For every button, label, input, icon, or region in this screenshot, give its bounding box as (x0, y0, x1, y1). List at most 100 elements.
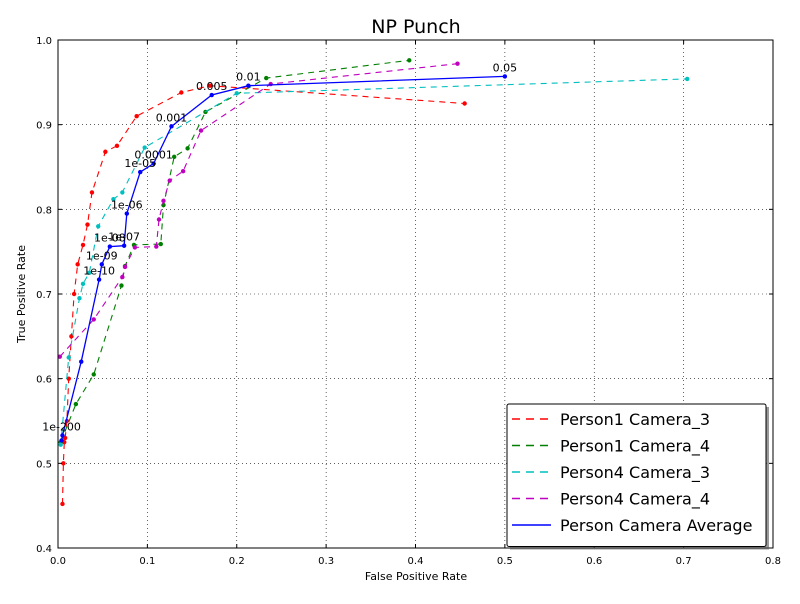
point-annotation: 0.0001 (134, 149, 173, 162)
x-tick-label: 0.1 (139, 556, 155, 567)
data-point (85, 222, 90, 227)
data-point (103, 149, 108, 154)
data-point (66, 376, 71, 381)
data-point (234, 91, 239, 96)
grid-lines (58, 40, 773, 548)
data-point (59, 438, 64, 443)
data-point (156, 217, 162, 222)
point-annotation: 1e-200 (42, 420, 81, 433)
data-point (207, 83, 213, 88)
chart-title: NP Punch (371, 16, 460, 38)
data-point (154, 244, 159, 249)
legend-label: Person4 Camera_4 (560, 490, 710, 510)
data-point (171, 154, 177, 160)
point-annotation: 1e-07 (108, 231, 140, 244)
annotation-layer: 1e-2001e-101e-091e-081e-071e-061e-050.00… (42, 61, 517, 433)
series-layer (57, 58, 690, 507)
legend-box (506, 403, 767, 547)
data-point (120, 190, 125, 195)
x-axis-label: False Positive Rate (365, 570, 467, 583)
x-tick-label: 0.2 (229, 556, 245, 567)
axis-ticks: 0.0 0.1 0.2 0.3 0.4 0.5 0.6 0.7 0.8 0.4 0.5 0.6 0.7 0… (36, 36, 781, 567)
legend-label: Person4 Camera_3 (560, 463, 710, 483)
data-point (60, 501, 65, 507)
y-tick-label: 0.4 (36, 544, 52, 555)
series-1 (58, 58, 412, 445)
data-point (151, 161, 156, 166)
data-point (209, 92, 214, 98)
x-tick-label: 0.5 (497, 556, 513, 567)
data-point (246, 83, 251, 88)
y-tick-label: 0.8 (36, 205, 52, 216)
data-point (502, 74, 508, 79)
data-point (111, 196, 116, 202)
x-tick-label: 0.7 (676, 556, 692, 567)
y-axis-label: True Positive Rate (15, 245, 28, 344)
data-point (138, 169, 143, 175)
data-point (407, 58, 412, 63)
data-point (71, 291, 77, 297)
data-point (198, 128, 204, 133)
data-point (75, 262, 80, 267)
data-point (73, 401, 79, 407)
x-tick-label: 0.8 (765, 556, 781, 567)
legend-label: Person1 Camera_4 (560, 437, 710, 457)
point-annotation: 1e-08 (94, 232, 126, 245)
data-point (96, 277, 102, 282)
data-point (132, 245, 138, 250)
data-point (79, 359, 84, 364)
data-point (122, 264, 128, 270)
point-annotation: 0.001 (156, 111, 188, 124)
data-point (142, 145, 147, 150)
series-2 (58, 76, 690, 447)
data-point (685, 76, 690, 82)
x-tick-label: 0.0 (50, 556, 66, 567)
series-4 (59, 74, 508, 443)
data-point (167, 178, 172, 183)
data-point (58, 442, 63, 447)
series-3 (57, 61, 460, 359)
data-point (169, 124, 174, 129)
point-annotation: 0.05 (493, 61, 518, 74)
data-point (119, 283, 124, 288)
data-point (80, 281, 86, 287)
data-point (80, 242, 86, 248)
data-point (91, 372, 96, 377)
data-point (91, 317, 96, 322)
data-point (66, 355, 71, 360)
data-point (96, 224, 101, 229)
data-point (114, 143, 120, 149)
data-point (89, 190, 95, 195)
data-point (455, 61, 460, 66)
data-point (77, 296, 82, 301)
data-point (185, 146, 190, 151)
x-tick-label: 0.3 (318, 556, 334, 567)
point-annotation: 0.01 (236, 71, 261, 84)
point-annotation: 1e-09 (86, 249, 118, 262)
data-point (158, 241, 163, 247)
data-point (120, 274, 125, 280)
data-point (134, 114, 139, 119)
data-point (462, 101, 467, 106)
data-point (57, 354, 62, 359)
data-point (179, 90, 184, 95)
data-point (180, 169, 186, 174)
x-tick-label: 0.6 (586, 556, 602, 567)
y-tick-label: 0.7 (36, 290, 52, 301)
data-point (61, 461, 66, 466)
series-line (60, 75, 505, 441)
y-tick-label: 0.6 (36, 375, 52, 386)
y-tick-label: 0.5 (36, 459, 52, 470)
data-point (121, 243, 127, 248)
data-point (161, 202, 166, 208)
data-point (99, 262, 104, 267)
point-annotation: 0.005 (196, 80, 228, 93)
data-point (60, 433, 65, 438)
point-annotation: 1e-10 (83, 265, 115, 278)
legend: Person1 Camera_3 Person1 Camera_4 Person4 … (506, 403, 769, 550)
data-point (87, 270, 92, 276)
legend-label: Person1 Camera_3 (560, 410, 710, 430)
y-tick-label: 1.0 (36, 36, 52, 47)
legend-label: Person Camera Average (560, 516, 752, 535)
